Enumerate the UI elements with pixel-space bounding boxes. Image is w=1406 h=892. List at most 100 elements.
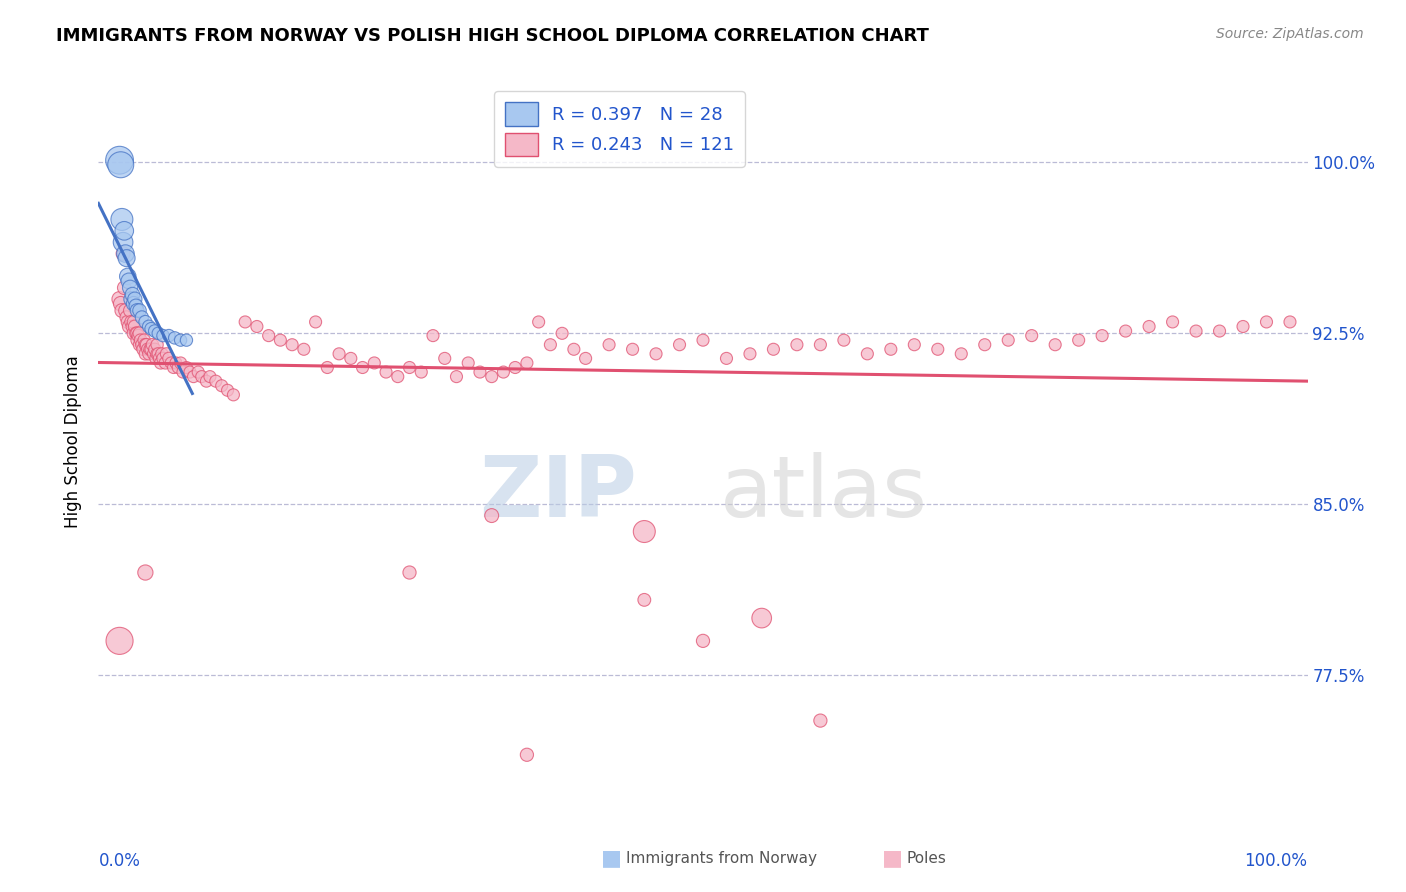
Point (145, 351, 167, 366)
Point (562, 343, 585, 357)
Point (121, 319, 143, 334)
Point (183, 369, 205, 384)
Point (340, 351, 363, 366)
Text: Poles: Poles (907, 851, 946, 865)
Point (134, 333, 156, 347)
Point (997, 333, 1019, 347)
Point (233, 315, 256, 329)
Point (131, 337, 153, 351)
Point (138, 319, 160, 334)
Point (157, 328, 180, 343)
Point (575, 351, 598, 366)
Point (155, 347, 177, 361)
Point (304, 315, 326, 329)
Point (148, 326, 170, 341)
Point (134, 566, 156, 580)
Point (516, 747, 538, 762)
Point (832, 333, 855, 347)
Point (112, 224, 135, 238)
Point (1137, 319, 1160, 334)
Point (125, 299, 148, 313)
Point (128, 337, 150, 351)
Point (117, 315, 139, 329)
Point (141, 343, 163, 357)
Point (411, 365, 433, 379)
Point (880, 343, 903, 357)
Point (112, 246, 135, 260)
Point (316, 360, 339, 375)
Point (115, 251, 138, 265)
Point (503, 360, 526, 375)
Point (387, 369, 409, 384)
Point (1115, 324, 1137, 338)
Point (398, 360, 420, 375)
Point (433, 351, 456, 366)
Point (633, 592, 655, 607)
Point (129, 333, 152, 347)
Point (128, 326, 150, 341)
Point (120, 281, 142, 295)
Point (468, 365, 491, 379)
Point (152, 328, 174, 343)
Point (110, 158, 132, 172)
Point (692, 333, 714, 347)
Point (950, 347, 973, 361)
Point (108, 633, 131, 648)
Point (352, 360, 374, 375)
Point (1043, 337, 1066, 351)
Text: 0.0%: 0.0% (98, 853, 141, 871)
Point (1232, 319, 1254, 334)
Point (692, 633, 714, 648)
Point (1161, 315, 1184, 329)
Text: atlas: atlas (720, 452, 928, 535)
Point (551, 326, 574, 341)
Point (281, 337, 304, 351)
Legend: R = 0.397   N = 28, R = 0.243   N = 121: R = 0.397 N = 28, R = 0.243 N = 121 (495, 92, 745, 167)
Point (134, 315, 156, 329)
Point (112, 235, 135, 250)
Point (134, 337, 156, 351)
Point (124, 292, 146, 306)
Point (927, 343, 949, 357)
Point (217, 384, 239, 398)
Point (155, 356, 177, 370)
Point (167, 360, 190, 375)
Point (738, 347, 761, 361)
Point (135, 337, 157, 351)
Point (516, 356, 538, 370)
Point (110, 296, 132, 310)
Point (141, 337, 163, 351)
Point (149, 356, 172, 370)
Point (1021, 328, 1043, 343)
Point (1067, 333, 1090, 347)
Point (134, 347, 156, 361)
Point (115, 310, 138, 325)
Point (122, 315, 145, 329)
Point (211, 378, 233, 392)
Point (146, 337, 169, 351)
Point (222, 388, 245, 402)
Point (124, 319, 146, 334)
Point (457, 356, 479, 370)
Point (143, 324, 166, 338)
Point (808, 337, 831, 351)
Point (527, 315, 550, 329)
Point (762, 343, 785, 357)
Point (146, 347, 169, 361)
Point (157, 351, 180, 366)
Point (246, 319, 269, 334)
Point (111, 303, 134, 318)
Text: ■: ■ (602, 848, 621, 868)
Point (492, 365, 515, 379)
Point (108, 292, 131, 306)
Point (1185, 324, 1208, 338)
Point (114, 246, 136, 260)
Point (204, 374, 226, 388)
Point (856, 347, 879, 361)
Point (112, 281, 135, 295)
Point (481, 369, 503, 384)
Point (108, 153, 131, 168)
Point (187, 365, 209, 379)
Point (172, 365, 194, 379)
Point (165, 356, 187, 370)
